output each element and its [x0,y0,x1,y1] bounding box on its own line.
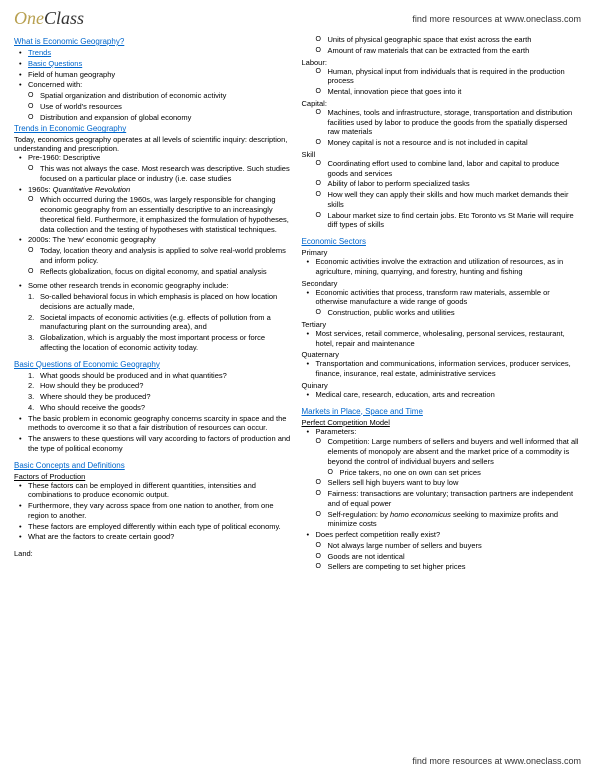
text: Spatial organization and distribution of… [14,91,294,101]
text: What are the factors to create certain g… [14,532,294,542]
text: Most services, retail commerce, wholesal… [302,329,582,349]
text: Self-regulation: by homo economicus seek… [302,510,582,530]
text: Economic activities that process, transf… [302,288,582,308]
text: Pre-1960: Descriptive [14,153,294,163]
text: How well they can apply their skills and… [302,190,582,210]
text: Furthermore, they vary across space from… [14,501,294,521]
heading-pcm: Perfect Competition Model [302,418,582,427]
top-link: find more resources at www.oneclass.com [412,14,581,24]
text: Money capital is not a resource and is n… [302,138,582,148]
text: Sellers are competing to set higher pric… [302,562,582,572]
link-trends: Trends [14,48,294,58]
text: Transportation and communications, infor… [302,359,582,379]
label-quinary: Quinary [302,381,582,390]
text: This was not always the case. Most resea… [14,164,294,184]
text: Not always large number of sellers and b… [302,541,582,551]
text: Coordinating effort used to combine land… [302,159,582,179]
text: 2.Societal impacts of economic activitie… [14,313,294,333]
text: Today, location theory and analysis is a… [14,246,294,266]
link-basic: Basic Questions [14,59,294,69]
left-column: What is Economic Geography? Trends Basic… [14,35,294,573]
text: 3.Globalization, which is arguably the m… [14,333,294,353]
heading-mpst: Markets in Place, Space and Time [302,407,582,416]
text: The basic problem in economic geography … [14,414,294,434]
text: The answers to these questions will vary… [14,434,294,454]
label-secondary: Secondary [302,279,582,288]
text: 1.What goods should be produced and in w… [14,371,294,381]
label-tertiary: Tertiary [302,320,582,329]
text: Use of world's resources [14,102,294,112]
text: 1.So-called behavioral focus in which em… [14,292,294,312]
logo: OneClass [14,8,84,29]
heading-fp: Factors of Production [14,472,294,481]
text: Competition: Large numbers of sellers an… [302,437,582,466]
label-skill: Skill [302,150,582,159]
text: Price takers, no one on own can set pric… [314,468,582,478]
label-quaternary: Quaternary [302,350,582,359]
text: Today, economics geography operates at a… [14,135,294,153]
label-primary: Primary [302,248,582,257]
text: 2000s: The 'new' economic geography [14,235,294,245]
text: Medical care, research, education, arts … [302,390,582,400]
text: Reflects globalization, focus on digital… [14,267,294,277]
header: OneClass find more resources at www.onec… [14,8,581,29]
label-capital: Capital: [302,99,582,108]
text: Units of physical geographic space that … [302,35,582,45]
text: Fairness: transactions are voluntary; tr… [302,489,582,509]
heading-bq: Basic Questions of Economic Geography [14,360,294,369]
text: Distribution and expansion of global eco… [14,113,294,123]
text: Goods are not identical [302,552,582,562]
label-labour: Labour: [302,58,582,67]
footer-link: find more resources at www.oneclass.com [412,756,581,766]
text: 2.How should they be produced? [14,381,294,391]
text: Amount of raw materials that can be extr… [302,46,582,56]
label-land: Land: [14,549,294,558]
text: Economic activities involve the extracti… [302,257,582,277]
text: These factors are employed differently w… [14,522,294,532]
text: 3.Where should they be produced? [14,392,294,402]
text: 4.Who should receive the goods? [14,403,294,413]
text: Parameters: [302,427,582,437]
text: Construction, public works and utilities [302,308,582,318]
text: Some other research trends in economic g… [14,281,294,291]
text: Field of human geography [14,70,294,80]
heading-what: What is Economic Geography? [14,37,294,46]
text: Labour market size to find certain jobs.… [302,211,582,231]
text: Which occurred during the 1960s, was lar… [14,195,294,234]
text: Machines, tools and infrastructure, stor… [302,108,582,137]
text: Sellers sell high buyers want to buy low [302,478,582,488]
text: 1960s: Quantitative Revolution [14,185,294,195]
right-column: Units of physical geographic space that … [302,35,582,573]
heading-es: Economic Sectors [302,237,582,246]
text: Human, physical input from individuals t… [302,67,582,87]
text: These factors can be employed in differe… [14,481,294,501]
text: Ability of labor to perform specialized … [302,179,582,189]
text: Does perfect competition really exist? [302,530,582,540]
heading-trends: Trends in Economic Geography [14,124,294,133]
text: Concerned with: [14,80,294,90]
heading-bc: Basic Concepts and Definitions [14,461,294,470]
text: Mental, innovation piece that goes into … [302,87,582,97]
